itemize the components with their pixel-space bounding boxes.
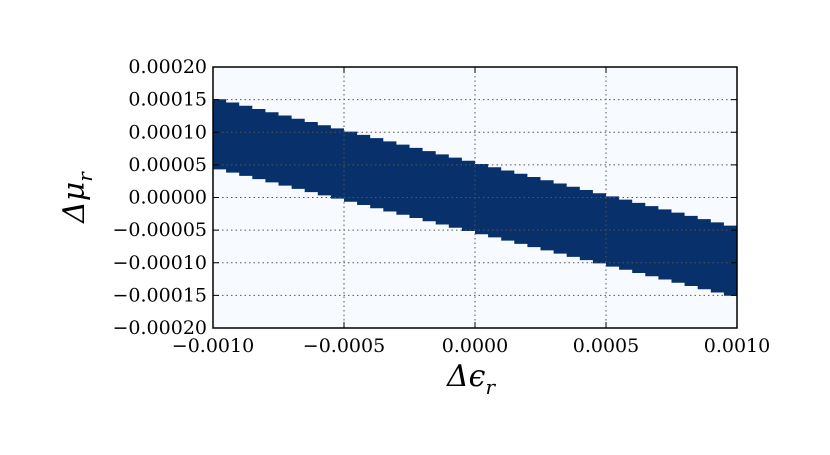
x-tick-label-1: −0.0005 xyxy=(303,335,385,357)
x-tick-label-2: 0.0000 xyxy=(442,335,508,357)
x-tick-label-4: 0.0010 xyxy=(704,335,770,357)
y-tick-label-5: −0.00005 xyxy=(113,219,208,241)
y-axis-title: Δμr xyxy=(57,171,97,224)
y-axis-title-subscript: r xyxy=(73,171,97,182)
x-axis-title: Δϵr xyxy=(446,359,496,399)
y-axis: 0.00020 0.00015 0.00010 0.00005 0.00000 −0.00… xyxy=(113,56,737,339)
y-tick-label-0: 0.00020 xyxy=(128,56,207,78)
x-tick-label-3: 0.0005 xyxy=(573,335,639,357)
y-tick-label-2: 0.00010 xyxy=(128,121,207,143)
y-tick-label-7: −0.00015 xyxy=(113,284,208,306)
x-axis-title-symbol: Δϵ xyxy=(446,359,486,394)
y-tick-label-6: −0.00010 xyxy=(113,252,208,274)
x-tick-label-0: −0.0010 xyxy=(172,335,254,357)
y-tick-label-1: 0.00015 xyxy=(128,89,207,111)
x-axis-title-subscript: r xyxy=(485,375,496,399)
y-tick-label-3: 0.00005 xyxy=(128,154,207,176)
y-axis-title-symbol: Δμ xyxy=(57,182,92,224)
y-tick-label-4: 0.00000 xyxy=(128,187,207,209)
y-tick-label-8: −0.00020 xyxy=(113,317,208,339)
x-axis: −0.0010 −0.0005 0.0000 0.0005 0.0010 xyxy=(172,67,770,357)
